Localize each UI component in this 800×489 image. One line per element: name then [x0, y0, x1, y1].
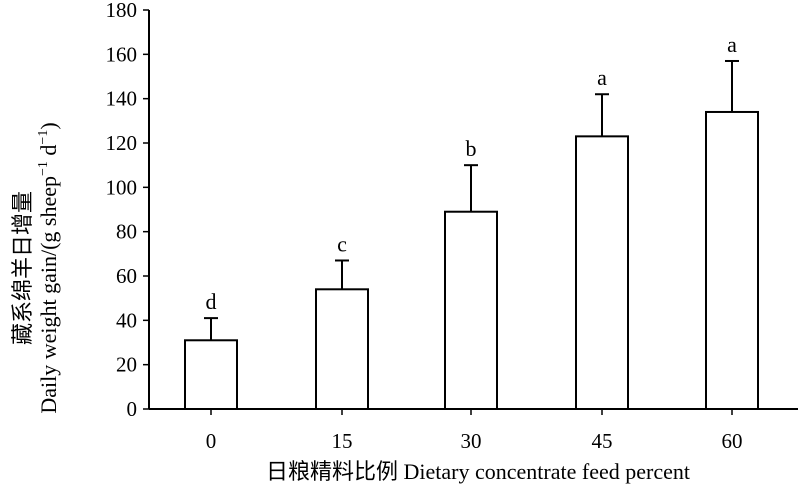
- x-tick-label: 0: [206, 429, 217, 453]
- axes-layer: [143, 9, 798, 415]
- significance-label: b: [466, 136, 477, 161]
- y-tick-label: 20: [116, 353, 137, 377]
- x-tick-label: 15: [332, 429, 353, 453]
- error-bars-layer: [204, 59, 739, 341]
- y-tick-label: 160: [106, 42, 138, 66]
- y-axis-title: 藏系绵羊日增量 Daily weight gain/(g sheep−1 d−1…: [10, 122, 61, 413]
- y-axis-title-line2: Daily weight gain/(g sheep−1 d−1): [36, 122, 61, 413]
- y-tick-label: 100: [106, 175, 138, 199]
- x-tick-label: 30: [461, 429, 482, 453]
- labels-layer: d 0 c 15 b 30 a 45 a 60 0 20 40 60 80 100 120 140 160 180: [106, 0, 743, 453]
- y-axis-title-middle: d: [36, 145, 61, 162]
- bar: [444, 210, 498, 410]
- y-tick-label: 140: [106, 87, 138, 111]
- bar: [575, 135, 629, 410]
- bar: [315, 288, 369, 410]
- significance-label: d: [206, 289, 217, 314]
- y-axis-title-suffix: ): [36, 122, 61, 129]
- y-axis-title-sup1: −1: [36, 161, 51, 176]
- y-axis-title-sup2: −1: [36, 130, 51, 145]
- y-axis-title-prefix: Daily weight gain/(g sheep: [36, 176, 61, 414]
- x-axis-title: 日粮精料比例 Dietary concentrate feed percent: [266, 459, 690, 484]
- significance-label: c: [337, 231, 347, 256]
- x-tick-label: 45: [592, 429, 613, 453]
- y-tick-label: 80: [116, 220, 137, 244]
- x-tick-label: 60: [722, 429, 743, 453]
- bar: [184, 339, 238, 410]
- y-tick-label: 180: [106, 0, 138, 22]
- y-axis-title-line1: 藏系绵羊日增量: [10, 191, 35, 345]
- bar: [705, 110, 759, 410]
- y-tick-label: 0: [127, 397, 138, 421]
- significance-label: a: [597, 65, 607, 90]
- y-tick-label: 40: [116, 308, 137, 332]
- y-tick-label: 120: [106, 131, 138, 155]
- significance-label: a: [727, 32, 737, 57]
- y-tick-label: 60: [116, 264, 137, 288]
